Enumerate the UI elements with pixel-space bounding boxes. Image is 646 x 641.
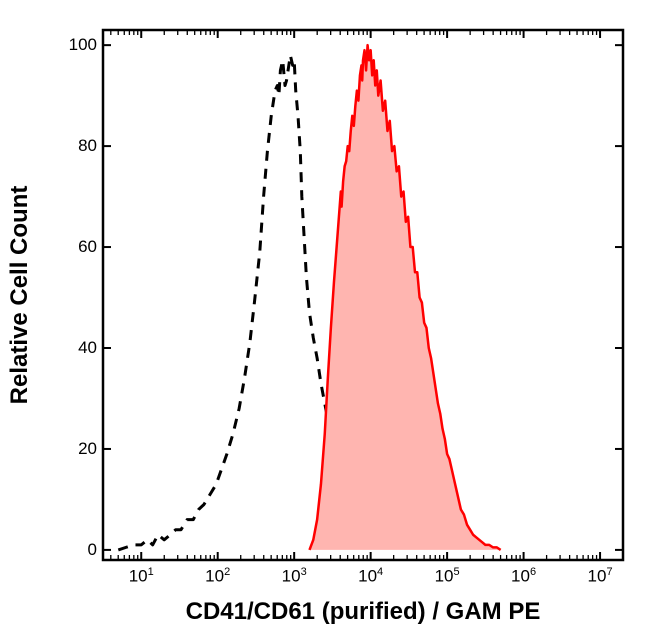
flow-histogram-figure: Relative Cell Count CD41/CD61 (purified)…: [0, 0, 646, 641]
xtick-label: 102: [205, 566, 230, 587]
xtick-label: 101: [129, 566, 154, 587]
ytick-label: 40: [78, 338, 97, 358]
xtick-label: 105: [435, 566, 460, 587]
y-axis-label: Relative Cell Count: [6, 30, 34, 560]
xtick-label: 107: [588, 566, 613, 587]
ytick-label: 80: [78, 136, 97, 156]
x-axis-label: CD41/CD61 (purified) / GAM PE: [103, 598, 623, 626]
plot-area: [103, 30, 623, 560]
series-stained-fill: [309, 45, 500, 550]
ytick-label: 100: [69, 35, 97, 55]
ytick-label: 20: [78, 439, 97, 459]
plot-svg: [103, 30, 623, 560]
ytick-label: 0: [88, 540, 97, 560]
xtick-label: 106: [511, 566, 536, 587]
xtick-label: 104: [358, 566, 383, 587]
ytick-label: 60: [78, 237, 97, 257]
xtick-label: 103: [282, 566, 307, 587]
